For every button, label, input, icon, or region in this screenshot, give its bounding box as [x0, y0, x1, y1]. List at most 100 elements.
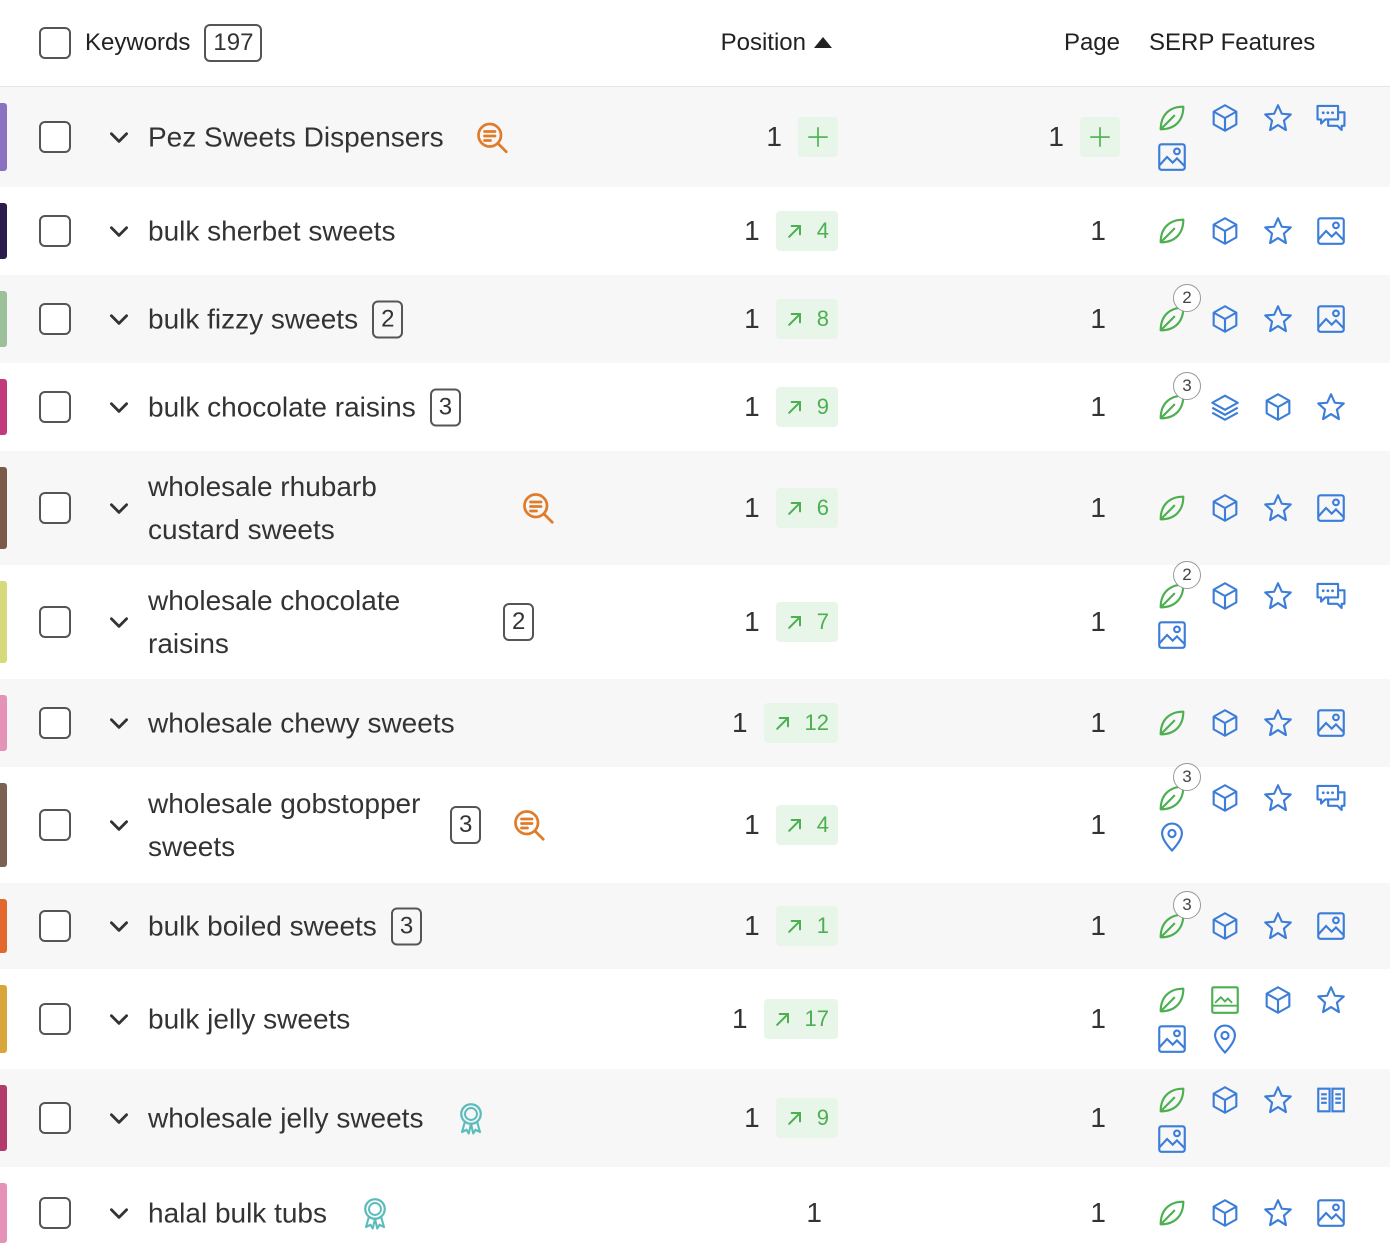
- page-header[interactable]: Page: [1064, 29, 1120, 57]
- serp-pin-icon: [1208, 1022, 1242, 1056]
- serp-image-icon: [1314, 1196, 1348, 1230]
- serp-cube-icon: [1208, 706, 1242, 740]
- serp-cube-icon: [1208, 1083, 1242, 1117]
- expand-toggle[interactable]: [106, 1105, 132, 1131]
- serp-image-icon: [1155, 1122, 1189, 1156]
- serp-count: 3: [1173, 891, 1201, 919]
- expand-toggle[interactable]: [106, 913, 132, 939]
- chevron-icon: [106, 495, 132, 521]
- position-value: 1: [731, 1003, 748, 1034]
- row-checkbox[interactable]: [39, 1197, 71, 1229]
- serp-image-icon: [1155, 1022, 1189, 1056]
- row-color-bar: [0, 695, 7, 751]
- keyword-row: bulk chocolate raisins 3 1 9 1 3: [0, 363, 1390, 451]
- position-change: 12: [763, 703, 838, 743]
- keyword-text: halal bulk tubs: [148, 1197, 328, 1229]
- keyword-cell: bulk chocolate raisins 3: [148, 386, 462, 429]
- keyword-cell: wholesale chocolate raisins 2: [148, 579, 535, 665]
- row-color-bar: [0, 581, 7, 663]
- position-cell: 1: [806, 1197, 822, 1229]
- serp-cube-icon: [1208, 214, 1242, 248]
- keyword-text: wholesale gobstopper sweets: [148, 788, 421, 862]
- expand-toggle[interactable]: [106, 495, 132, 521]
- row-checkbox[interactable]: [39, 215, 71, 247]
- page-value: 1: [1090, 303, 1106, 334]
- row-color-bar: [0, 103, 7, 171]
- keyword-cell: bulk sherbet sweets: [148, 210, 395, 253]
- keyword-badge: 3: [450, 806, 482, 844]
- keyword-cell: wholesale jelly sweets: [148, 1097, 489, 1140]
- serp-star-icon: [1261, 302, 1295, 336]
- expand-toggle[interactable]: [106, 812, 132, 838]
- keyword-badge: 2: [372, 300, 404, 338]
- row-checkbox[interactable]: [39, 809, 71, 841]
- change-value: 1: [816, 913, 829, 938]
- keyword-row: bulk jelly sweets 1 17 1: [0, 969, 1390, 1069]
- up-arrow-icon: [773, 713, 793, 733]
- keyword-text: wholesale chocolate raisins: [148, 585, 401, 659]
- row-checkbox[interactable]: [39, 391, 71, 423]
- page-cell: 1: [1090, 910, 1106, 942]
- table-header: Keywords 197 Position Page SERP Features: [0, 0, 1390, 87]
- keyword-cell: wholesale gobstopper sweets 3: [148, 782, 547, 868]
- serp-star-icon: [1261, 491, 1295, 525]
- position-change: 8: [775, 299, 838, 339]
- expand-toggle[interactable]: [106, 1006, 132, 1032]
- search-icon: [520, 490, 556, 526]
- keyword-count: 197: [204, 24, 263, 62]
- page-value: 1: [1090, 606, 1106, 637]
- expand-toggle[interactable]: [106, 609, 132, 635]
- change-value: 4: [816, 218, 829, 243]
- serp-image-icon: [1155, 140, 1189, 174]
- keyword-cell: wholesale chewy sweets: [148, 702, 455, 745]
- position-value: 1: [744, 303, 760, 334]
- row-checkbox[interactable]: [39, 1102, 71, 1134]
- position-header[interactable]: Position: [721, 29, 833, 57]
- serp-cube-icon: [1208, 909, 1242, 943]
- chevron-icon: [106, 609, 132, 635]
- row-checkbox[interactable]: [39, 707, 71, 739]
- page-value: 1: [1090, 910, 1106, 941]
- chevron-icon: [106, 710, 132, 736]
- row-checkbox[interactable]: [39, 121, 71, 153]
- row-color-bar: [0, 467, 7, 549]
- page-value: 1: [1090, 1102, 1106, 1133]
- change-value: 12: [804, 710, 829, 735]
- up-arrow-icon: [785, 815, 805, 835]
- row-color-bar: [0, 783, 7, 867]
- position-change: 1: [775, 906, 838, 946]
- chevron-icon: [106, 1105, 132, 1131]
- keywords-header[interactable]: Keywords 197: [85, 24, 263, 62]
- position-value: 1: [731, 707, 748, 738]
- serp-chat-icon: [1314, 101, 1348, 135]
- row-checkbox[interactable]: [39, 1003, 71, 1035]
- serp-cube-icon: [1208, 491, 1242, 525]
- expand-toggle[interactable]: [106, 394, 132, 420]
- serp-count: 3: [1173, 763, 1201, 791]
- expand-toggle[interactable]: [106, 218, 132, 244]
- serp-star-icon: [1261, 1083, 1295, 1117]
- expand-toggle[interactable]: [106, 306, 132, 332]
- expand-toggle[interactable]: [106, 1200, 132, 1226]
- serp-star-icon: [1261, 706, 1295, 740]
- page-value: 1: [1090, 707, 1106, 738]
- row-checkbox[interactable]: [39, 606, 71, 638]
- serp-star-icon: [1261, 214, 1295, 248]
- keyword-cell: bulk boiled sweets 3: [148, 905, 423, 948]
- expand-toggle[interactable]: [106, 710, 132, 736]
- expand-toggle[interactable]: [106, 124, 132, 150]
- search-icon: [511, 807, 547, 843]
- page-cell: 1: [1090, 215, 1106, 247]
- keyword-row: bulk boiled sweets 3 1 1 1 3: [0, 883, 1390, 969]
- position-change: 9: [775, 387, 838, 427]
- row-checkbox[interactable]: [39, 492, 71, 524]
- page-value: 1: [1090, 1003, 1106, 1034]
- row-checkbox[interactable]: [39, 303, 71, 335]
- position-value: 1: [744, 606, 760, 637]
- change-value: 9: [816, 1105, 829, 1130]
- serp-header[interactable]: SERP Features: [1149, 29, 1315, 57]
- row-checkbox[interactable]: [39, 910, 71, 942]
- select-all-checkbox[interactable]: [39, 27, 71, 59]
